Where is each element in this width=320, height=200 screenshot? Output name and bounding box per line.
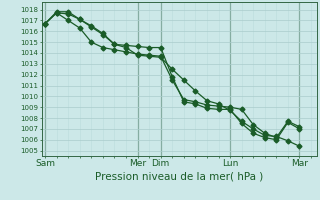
X-axis label: Pression niveau de la mer( hPa ): Pression niveau de la mer( hPa ) [95,171,263,181]
